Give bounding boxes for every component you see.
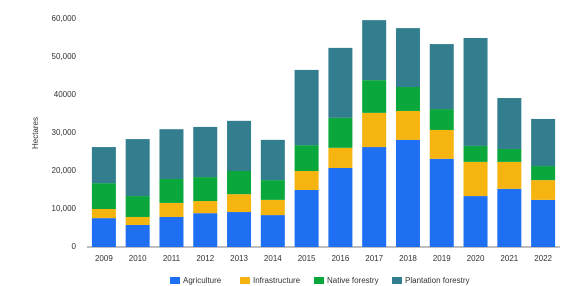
bar-segment bbox=[362, 112, 387, 148]
bar-segment bbox=[91, 183, 116, 209]
legend-label: Plantation forestry bbox=[405, 276, 469, 285]
bar-segment bbox=[227, 171, 252, 195]
x-tick-label: 2013 bbox=[230, 254, 248, 263]
bar-segment bbox=[227, 120, 252, 171]
bar-segment bbox=[429, 109, 454, 130]
x-tick-label: 2018 bbox=[399, 254, 417, 263]
y-tick-label: 30,000 bbox=[52, 128, 77, 137]
bar-segment bbox=[463, 161, 488, 197]
x-tick-label: 2016 bbox=[331, 254, 349, 263]
bar-segment bbox=[125, 196, 150, 217]
bar-segment bbox=[227, 194, 252, 213]
bar-segment bbox=[294, 145, 319, 171]
bar-segment bbox=[497, 188, 522, 247]
bar-segment bbox=[328, 117, 353, 148]
x-tick-label: 2020 bbox=[467, 254, 485, 263]
bar-segment bbox=[429, 158, 454, 247]
legend-label: Agriculture bbox=[183, 276, 222, 285]
bar-segment bbox=[362, 147, 387, 247]
x-tick-label: 2009 bbox=[95, 254, 113, 263]
bar-segment bbox=[159, 129, 184, 179]
y-tick-label: 0 bbox=[72, 242, 77, 251]
bar-segment bbox=[531, 118, 556, 167]
bar-segment bbox=[328, 167, 353, 247]
bar-segment bbox=[531, 166, 556, 181]
bar-segment bbox=[260, 180, 285, 200]
bar-segment bbox=[125, 139, 150, 197]
bar-segment bbox=[395, 28, 420, 88]
bar-segment bbox=[429, 129, 454, 159]
bar-segment bbox=[159, 178, 184, 203]
bar-segment bbox=[463, 145, 488, 162]
bar-segment bbox=[91, 147, 116, 184]
legend-label: Native forestry bbox=[327, 276, 379, 285]
bar-segment bbox=[260, 215, 285, 247]
y-tick-label: 40000 bbox=[54, 90, 77, 99]
x-tick-label: 2015 bbox=[298, 254, 316, 263]
legend-swatch bbox=[392, 277, 402, 284]
bar-segment bbox=[91, 218, 116, 247]
x-tick-label: 2012 bbox=[196, 254, 214, 263]
bar-segment bbox=[260, 139, 285, 181]
bar-segment bbox=[395, 110, 420, 140]
bar-segment bbox=[193, 126, 218, 178]
y-tick-label: 60,000 bbox=[52, 14, 77, 23]
bar-segment bbox=[125, 216, 150, 225]
x-tick-label: 2017 bbox=[365, 254, 383, 263]
y-tick-label: 20,000 bbox=[52, 166, 77, 175]
bar-segment bbox=[328, 147, 353, 168]
bar-segment bbox=[159, 216, 184, 247]
x-tick-label: 2014 bbox=[264, 254, 282, 263]
bar-segment bbox=[328, 47, 353, 118]
legend-swatch bbox=[170, 277, 180, 284]
x-tick-label: 2019 bbox=[433, 254, 451, 263]
bar-segment bbox=[362, 80, 387, 113]
legend-swatch bbox=[314, 277, 324, 284]
bar-segment bbox=[125, 224, 150, 247]
y-tick-label: 50,000 bbox=[52, 52, 77, 61]
bar-segment bbox=[463, 38, 488, 146]
bar-segment bbox=[227, 212, 252, 247]
bar-segment bbox=[294, 69, 319, 146]
bar-segment bbox=[531, 180, 556, 200]
bar-segment bbox=[294, 190, 319, 247]
bar-segment bbox=[260, 199, 285, 216]
bar-segment bbox=[362, 20, 387, 81]
legend-swatch bbox=[240, 277, 250, 284]
bar-segment bbox=[497, 148, 522, 162]
bar-segment bbox=[193, 201, 218, 214]
x-tick-label: 2022 bbox=[534, 254, 552, 263]
x-tick-label: 2021 bbox=[500, 254, 518, 263]
y-axis-label: Hectares bbox=[31, 117, 40, 149]
y-tick-label: 10,000 bbox=[52, 204, 77, 213]
bar-segment bbox=[429, 44, 454, 110]
bar-segment bbox=[91, 209, 116, 219]
x-tick-label: 2010 bbox=[129, 254, 147, 263]
legend-label: Infrastructure bbox=[253, 276, 301, 285]
bar-segment bbox=[193, 213, 218, 247]
bar-segment bbox=[463, 196, 488, 247]
bar-segment bbox=[531, 199, 556, 247]
bar-segment bbox=[159, 202, 184, 217]
bar-segment bbox=[395, 139, 420, 247]
bar-segment bbox=[497, 98, 522, 149]
bar-segment bbox=[294, 171, 319, 190]
bar-segment bbox=[497, 161, 522, 189]
bar-segment bbox=[395, 87, 420, 111]
bar-segment bbox=[193, 177, 218, 202]
x-tick-label: 2011 bbox=[163, 254, 181, 263]
